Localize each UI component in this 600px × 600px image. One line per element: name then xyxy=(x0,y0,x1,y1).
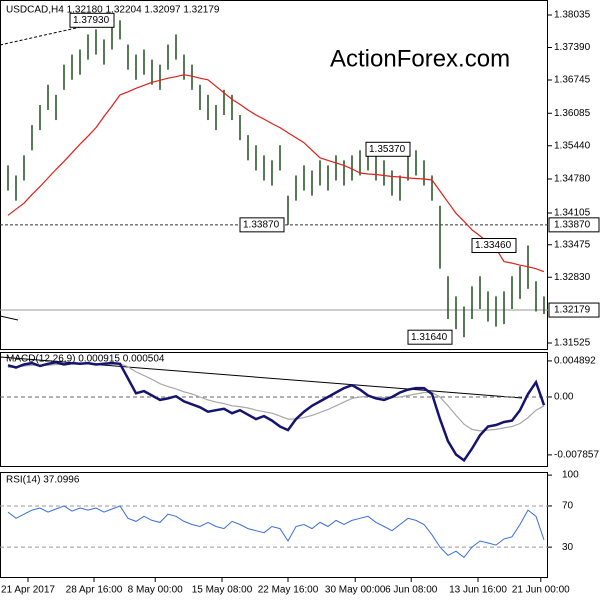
annotation-label: 1.35370 xyxy=(369,144,406,155)
y-tick-label: 30 xyxy=(562,542,574,553)
y-tick-label: 1.34105 xyxy=(554,208,591,219)
annotation-label: 1.33460 xyxy=(475,240,512,251)
macd-panel xyxy=(0,352,548,467)
watermark: ActionForex.com xyxy=(330,45,510,72)
y-tick-label: 1.31525 xyxy=(554,338,591,349)
chart-title: USDCAD,H4 1.32180 1.32204 1.32097 1.3217… xyxy=(6,5,220,16)
annotation-label: 1.33870 xyxy=(243,219,280,230)
x-tick-label: 13 Jun 16:00 xyxy=(449,585,507,596)
x-tick-label: 6 Jun 08:00 xyxy=(385,585,438,596)
line xyxy=(7,505,545,559)
x-tick-label: 21 Apr 2017 xyxy=(1,585,55,596)
price-marker-box xyxy=(548,302,600,318)
y-tick-label: 1.32830 xyxy=(554,272,591,283)
y-tick-label: 0.00 xyxy=(554,392,574,403)
y-tick-label: -0.007857 xyxy=(554,450,599,461)
y-tick-label: 1.34780 xyxy=(554,174,591,185)
y-tick-label: 1.35440 xyxy=(554,140,591,151)
trend-line xyxy=(0,315,19,321)
price-marker-label: 1.33870 xyxy=(554,219,591,230)
y-tick-label: 1.33475 xyxy=(554,239,591,250)
x-tick-label: 30 May 00:00 xyxy=(325,585,386,596)
macd-title: MACD(12,26,9) 0.000915 0.000504 xyxy=(6,354,165,365)
annotation-label: 1.31640 xyxy=(411,332,448,343)
price-marker-label: 1.32179 xyxy=(554,305,591,316)
annotation-box xyxy=(471,238,517,254)
annotation-label: 1.37930 xyxy=(73,15,110,26)
y-tick-label: 1.36085 xyxy=(554,108,591,119)
x-tick-label: 28 Apr 16:00 xyxy=(66,585,123,596)
y-tick-label: 70 xyxy=(562,501,574,512)
line xyxy=(7,74,545,273)
x-tick-label: 22 May 16:00 xyxy=(258,585,319,596)
main-panel xyxy=(0,0,548,350)
line xyxy=(7,361,546,463)
price-marker-box xyxy=(548,217,600,233)
x-tick-label: 15 May 08:00 xyxy=(192,585,253,596)
annotation-box xyxy=(407,329,453,345)
x-tick-label: 21 Jun 00:00 xyxy=(512,585,570,596)
y-tick-label: 1.37390 xyxy=(554,42,591,53)
annotation-box xyxy=(239,217,285,233)
annotation-box xyxy=(365,141,411,157)
rsi-title: RSI(14) 37.0996 xyxy=(6,475,80,486)
y-tick-label: 1.36745 xyxy=(554,75,591,86)
y-tick-label: 0.004892 xyxy=(554,356,596,367)
rsi-panel xyxy=(0,472,548,578)
annotation-box xyxy=(69,12,115,28)
y-tick-label: 100 xyxy=(562,470,579,481)
x-tick-label: 8 May 00:00 xyxy=(128,585,183,596)
y-tick-label: 1.38035 xyxy=(554,10,591,21)
